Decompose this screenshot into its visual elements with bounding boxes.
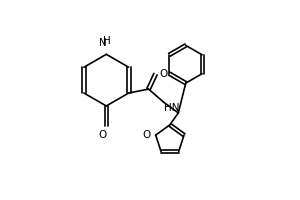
Text: N: N (99, 38, 106, 48)
Text: O: O (142, 130, 151, 140)
Text: O: O (159, 69, 167, 79)
Text: O: O (98, 130, 106, 140)
Text: H: H (103, 36, 111, 46)
Text: HN: HN (164, 103, 180, 113)
